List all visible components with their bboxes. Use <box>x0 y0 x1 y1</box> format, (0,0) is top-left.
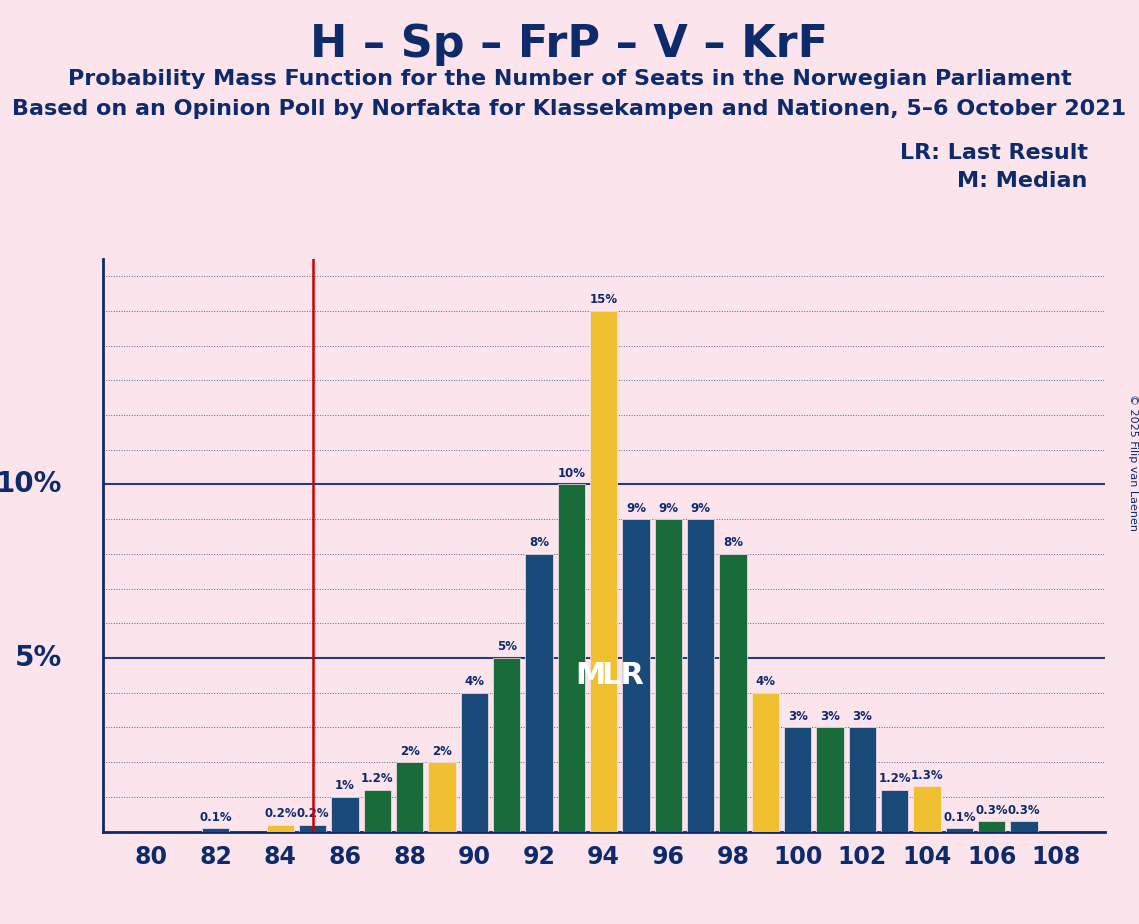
Text: Based on an Opinion Poll by Norfakta for Klassekampen and Nationen, 5–6 October : Based on an Opinion Poll by Norfakta for… <box>13 99 1126 119</box>
Text: 8%: 8% <box>528 536 549 550</box>
Text: 0.1%: 0.1% <box>943 810 976 823</box>
Bar <box>655 519 682 832</box>
Text: 5%: 5% <box>15 644 63 672</box>
Text: 3%: 3% <box>788 710 808 723</box>
Text: H – Sp – FrP – V – KrF: H – Sp – FrP – V – KrF <box>311 23 828 67</box>
Bar <box>687 519 714 832</box>
Text: 8%: 8% <box>723 536 743 550</box>
Bar <box>590 310 617 832</box>
Bar <box>784 727 811 832</box>
Text: © 2025 Filip van Laenen: © 2025 Filip van Laenen <box>1129 394 1138 530</box>
Text: LR: Last Result: LR: Last Result <box>900 143 1088 164</box>
Text: 1%: 1% <box>335 779 355 793</box>
Bar <box>202 828 229 832</box>
Text: 1.3%: 1.3% <box>911 769 943 782</box>
Text: 1.2%: 1.2% <box>878 772 911 785</box>
Bar <box>428 762 456 832</box>
Text: 0.3%: 0.3% <box>1008 804 1040 817</box>
Text: 0.3%: 0.3% <box>975 804 1008 817</box>
Text: 0.2%: 0.2% <box>296 808 329 821</box>
Text: 10%: 10% <box>557 467 585 480</box>
Text: 0.1%: 0.1% <box>199 810 232 823</box>
Text: 9%: 9% <box>658 502 679 515</box>
Bar <box>1010 821 1038 832</box>
Bar <box>267 824 294 832</box>
Bar <box>363 790 391 832</box>
Text: 4%: 4% <box>755 675 776 688</box>
Text: 9%: 9% <box>690 502 711 515</box>
Bar <box>298 824 327 832</box>
Text: M: M <box>575 661 606 690</box>
Bar <box>460 693 489 832</box>
Text: 5%: 5% <box>497 640 517 653</box>
Bar <box>525 553 552 832</box>
Text: 9%: 9% <box>626 502 646 515</box>
Bar <box>396 762 424 832</box>
Text: 10%: 10% <box>0 470 63 498</box>
Text: 0.2%: 0.2% <box>264 808 296 821</box>
Text: 15%: 15% <box>590 293 617 306</box>
Text: 2%: 2% <box>400 745 419 758</box>
Bar <box>752 693 779 832</box>
Bar <box>945 828 973 832</box>
Bar <box>880 790 909 832</box>
Bar <box>719 553 747 832</box>
Bar <box>622 519 649 832</box>
Bar <box>331 796 359 832</box>
Bar <box>558 484 585 832</box>
Bar <box>913 786 941 832</box>
Bar <box>849 727 876 832</box>
Text: Probability Mass Function for the Number of Seats in the Norwegian Parliament: Probability Mass Function for the Number… <box>67 69 1072 90</box>
Text: 3%: 3% <box>820 710 839 723</box>
Bar <box>978 821 1006 832</box>
Text: 1.2%: 1.2% <box>361 772 394 785</box>
Bar <box>817 727 844 832</box>
Text: 2%: 2% <box>432 745 452 758</box>
Text: M: Median: M: Median <box>958 171 1088 191</box>
Text: 3%: 3% <box>852 710 872 723</box>
Text: LR: LR <box>601 661 645 690</box>
Text: 4%: 4% <box>465 675 484 688</box>
Bar <box>493 658 521 832</box>
